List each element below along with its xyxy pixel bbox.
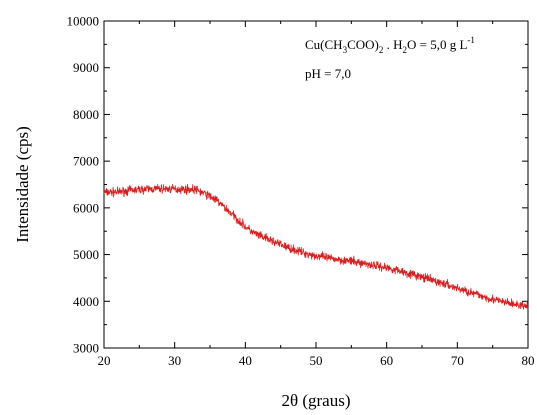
y-tick-label: 5000	[73, 247, 99, 262]
y-tick-label: 10000	[67, 14, 100, 29]
y-tick-label: 4000	[73, 294, 99, 309]
x-tick-label: 50	[310, 353, 323, 368]
y-tick-label: 9000	[73, 60, 99, 75]
annotation-formula: Cu(CH3COO)2 . H2O = 5,0 g L-1	[305, 35, 475, 55]
y-tick-label: 3000	[73, 341, 99, 356]
y-tick-label: 6000	[73, 200, 99, 215]
x-tick-label: 80	[522, 353, 535, 368]
y-tick-label: 7000	[73, 154, 99, 169]
x-tick-label: 70	[451, 353, 464, 368]
axis-ticks	[103, 20, 529, 349]
y-axis-title: Intensidade (cps)	[13, 126, 32, 243]
annotation-ph: pH = 7,0	[305, 66, 351, 81]
tick-labels: 20 30 40 50 60 70 80 3000 4000 5000 6000 7000 8000 90…	[67, 14, 535, 369]
series-line-intensity	[103, 183, 529, 311]
x-tick-label: 60	[380, 353, 393, 368]
x-tick-label: 30	[168, 353, 181, 368]
x-tick-label: 20	[98, 353, 111, 368]
x-axis-title: 2θ (graus)	[281, 391, 350, 410]
y-tick-label: 8000	[73, 107, 99, 122]
x-tick-label: 40	[239, 353, 252, 368]
